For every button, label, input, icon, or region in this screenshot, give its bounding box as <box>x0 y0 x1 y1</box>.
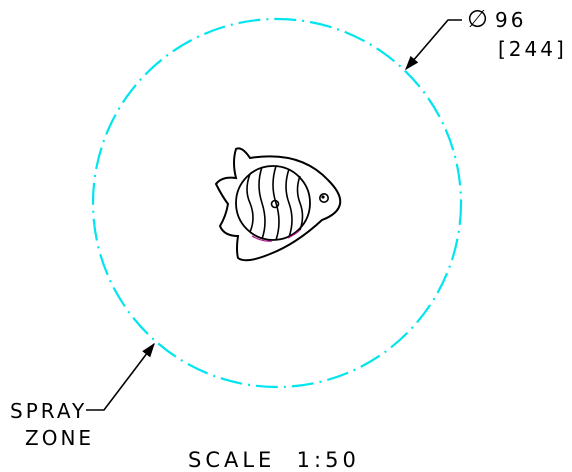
diameter-value: 96 <box>495 8 526 32</box>
diameter-symbol: ∅ <box>467 5 491 33</box>
diameter-leader <box>405 19 462 71</box>
spray-zone-leader <box>86 342 155 411</box>
spray-zone-circle <box>91 17 463 389</box>
diameter-alt-value: [244] <box>498 37 567 61</box>
spray-zone-label-line2: ZONE <box>25 426 94 450</box>
spray-zone-label-line1: SPRAY <box>10 399 87 423</box>
scale-label: SCALE 1:50 <box>188 448 360 472</box>
fish-sculpture-icon <box>214 147 342 262</box>
